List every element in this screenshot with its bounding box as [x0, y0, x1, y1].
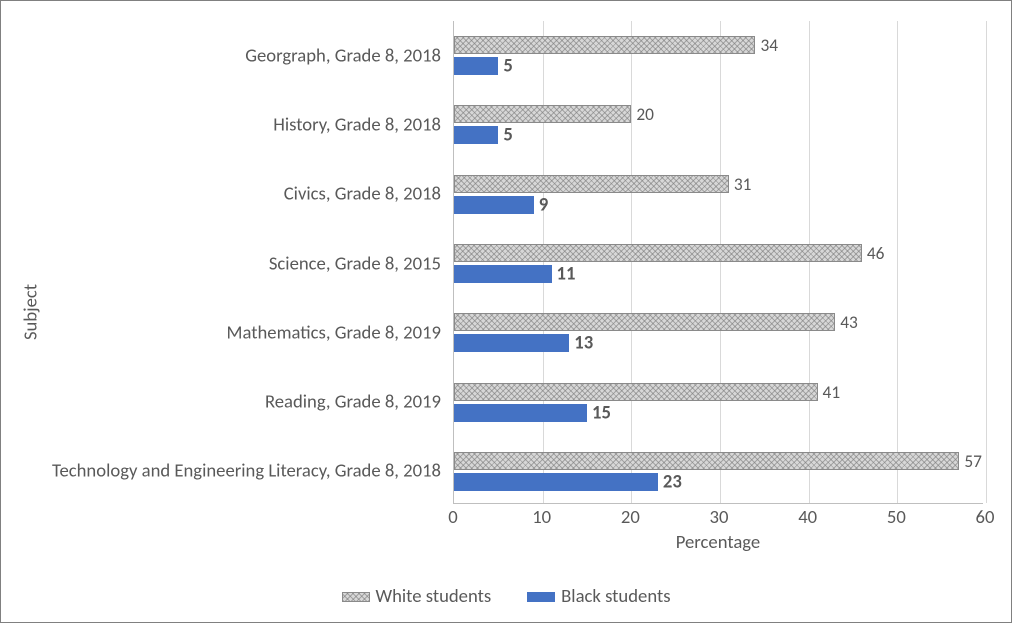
x-axis-ticks: 0102030405060: [453, 506, 983, 526]
x-tick-label: 50: [887, 506, 906, 529]
category-label: Georgraph, Grade 8, 2018: [21, 45, 441, 66]
gridline: [631, 21, 632, 503]
legend-item: Black students: [527, 585, 670, 608]
bar-value-label: 46: [867, 242, 885, 264]
bar-value-label: 20: [636, 103, 654, 125]
bar-value-label: 41: [823, 381, 841, 403]
bar-white-students: 41: [454, 383, 818, 401]
bar-value-label: 23: [663, 470, 682, 493]
legend: White students Black students: [1, 585, 1011, 609]
legend-label: Black students: [561, 585, 670, 608]
legend-item: White students: [342, 585, 492, 608]
bar-white-students: 31: [454, 175, 729, 193]
bar-value-label: 5: [503, 55, 512, 78]
bar-value-label: 31: [734, 173, 752, 195]
gridline: [543, 21, 544, 503]
bar-black-students: 23: [454, 473, 658, 491]
gridline: [809, 21, 810, 503]
category-label: Reading, Grade 8, 2019: [21, 391, 441, 412]
category-label: Science, Grade 8, 2015: [21, 253, 441, 274]
category-labels: Georgraph, Grade 8, 2018 History, Grade 8…: [21, 21, 441, 504]
bar-value-label: 13: [574, 332, 593, 355]
category-label: Civics, Grade 8, 2018: [21, 183, 441, 204]
bar-white-students: 43: [454, 313, 835, 331]
bar-value-label: 34: [760, 34, 778, 56]
bar-white-students: 34: [454, 36, 755, 54]
x-axis-title: Percentage: [453, 531, 983, 554]
bar-black-students: 9: [454, 196, 534, 214]
category-label: History, Grade 8, 2018: [21, 114, 441, 135]
bar-value-label: 57: [964, 450, 982, 472]
bar-black-students: 15: [454, 404, 587, 422]
bar-white-students: 57: [454, 452, 959, 470]
category-label: Mathematics, Grade 8, 2019: [21, 322, 441, 343]
legend-label: White students: [376, 585, 492, 608]
bar-value-label: 11: [557, 263, 576, 286]
bar-white-students: 46: [454, 244, 862, 262]
bar-white-students: 20: [454, 105, 631, 123]
x-tick-label: 20: [621, 506, 640, 529]
plot-area: 3452053194611431341155723: [453, 21, 983, 504]
legend-swatch: [527, 592, 555, 602]
x-tick-label: 30: [710, 506, 729, 529]
x-tick-label: 60: [976, 506, 995, 529]
category-label: Technology and Engineering Literacy, Gra…: [21, 461, 441, 482]
bar-black-students: 11: [454, 265, 552, 283]
legend-swatch: [342, 592, 370, 602]
bar-black-students: 5: [454, 57, 498, 75]
gridline: [897, 21, 898, 503]
bar-value-label: 5: [503, 124, 512, 147]
bar-black-students: 5: [454, 126, 498, 144]
bar-value-label: 9: [539, 193, 548, 216]
chart-container: Subject Georgraph, Grade 8, 2018History,…: [0, 0, 1012, 623]
x-tick-label: 0: [448, 506, 457, 529]
bar-black-students: 13: [454, 334, 569, 352]
bar-value-label: 43: [840, 311, 858, 333]
gridline: [986, 21, 987, 503]
x-tick-label: 40: [798, 506, 817, 529]
x-tick-label: 10: [532, 506, 551, 529]
bar-value-label: 15: [592, 401, 611, 424]
gridline: [720, 21, 721, 503]
